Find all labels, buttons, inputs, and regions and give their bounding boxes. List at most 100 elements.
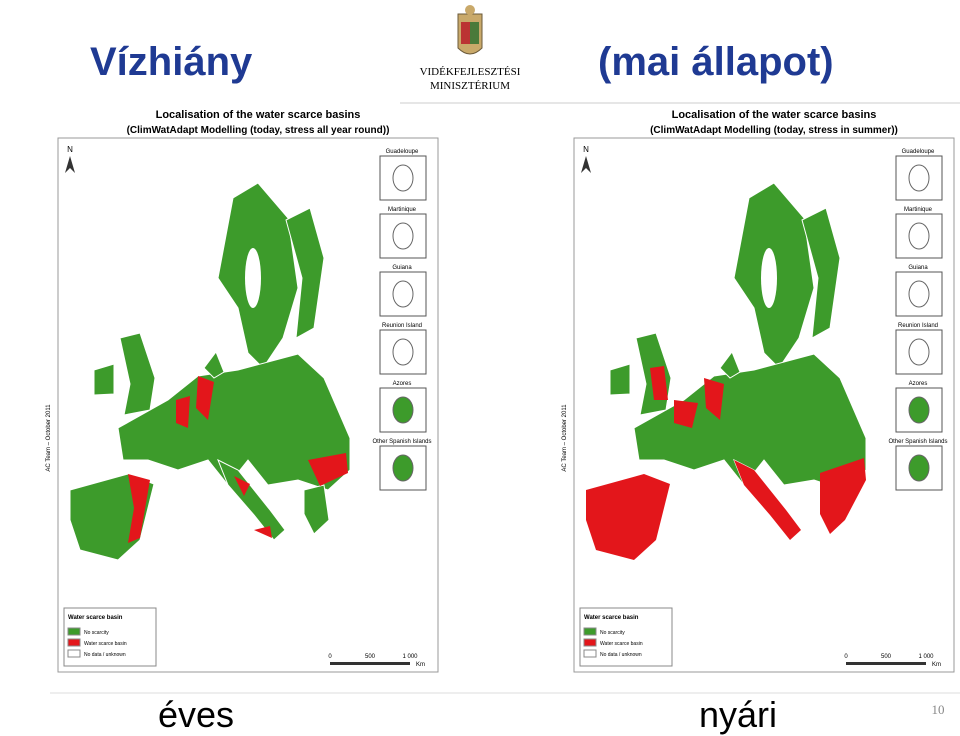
- logo-line2: MINISZTÉRIUM: [430, 80, 510, 92]
- inset-label: Guadeloupe: [902, 149, 935, 155]
- scale-label: 500: [365, 654, 376, 660]
- land: [303, 484, 330, 535]
- legend-title: Water scarce basin: [584, 615, 639, 621]
- scarce-basin: [650, 366, 668, 400]
- inset-label: Martinique: [388, 207, 417, 213]
- legend-swatch: [67, 638, 81, 647]
- legend-swatch: [583, 638, 597, 647]
- inset: [379, 271, 427, 317]
- land: [217, 458, 286, 541]
- legend-title: Water scarce basin: [68, 615, 123, 621]
- legend-item: Water scarce basin: [600, 641, 643, 647]
- scarce-basin: [820, 458, 866, 534]
- inset-shape: [908, 338, 930, 366]
- inset-label: Guiana: [908, 265, 928, 271]
- inset-shape: [908, 280, 930, 308]
- scarce-basin: [254, 526, 272, 538]
- caption: nyári: [699, 694, 777, 735]
- scale-bar: [330, 662, 410, 665]
- inset: [379, 155, 427, 201]
- inset-label: Other Spanish Islands: [888, 439, 947, 445]
- inset: [379, 213, 427, 259]
- inset-shape: [908, 222, 930, 250]
- scale-unit: Km: [416, 662, 425, 668]
- land: [203, 350, 225, 379]
- inset: [895, 329, 943, 375]
- north: N: [67, 145, 73, 154]
- inset-label: Reunion Island: [898, 323, 938, 329]
- scale-label: 1 000: [918, 654, 934, 660]
- map: N AC Team – October 2011 Guadeloupe Martini…: [46, 137, 439, 673]
- scarce-basin: [128, 474, 150, 543]
- north: N: [583, 145, 589, 154]
- legend-item: No scarcity: [600, 630, 625, 636]
- inset: [895, 271, 943, 317]
- inset-label: Guiana: [392, 265, 412, 271]
- scale-bar: [846, 662, 926, 665]
- legend-swatch: [67, 649, 81, 658]
- inset-label: Guadeloupe: [386, 149, 419, 155]
- scale-label: 0: [328, 654, 332, 660]
- inset-shape: [908, 454, 930, 482]
- legend-item: Water scarce basin: [84, 641, 127, 647]
- north-arrow: [65, 156, 75, 173]
- land: [117, 353, 351, 491]
- land: [93, 363, 115, 396]
- inset-label: Other Spanish Islands: [372, 439, 431, 445]
- logo-line1: VIDÉKFEJLESZTÉSI: [420, 66, 521, 78]
- legend-item: No data / unknown: [84, 652, 126, 658]
- north-arrow: [581, 156, 591, 173]
- scarce-basin: [704, 378, 724, 420]
- land: [801, 207, 841, 339]
- inset-label: Azores: [909, 381, 928, 387]
- credit: AC Team – October 2011: [46, 404, 52, 472]
- title-right: (mai állapot): [598, 40, 834, 84]
- legend-item: No data / unknown: [600, 652, 642, 658]
- lake: [761, 248, 777, 308]
- legend-swatch: [583, 649, 597, 658]
- scarce-basin: [308, 453, 348, 486]
- legend: Water scarce basin No scarcity Water scarc…: [579, 607, 673, 667]
- map-subtitle: (ClimWatAdapt Modelling (today, stress a…: [127, 125, 390, 136]
- land: [719, 350, 741, 379]
- scale-label: 0: [844, 654, 848, 660]
- inset-label: Azores: [393, 381, 412, 387]
- scarce-basin: [586, 474, 670, 560]
- inset: [895, 213, 943, 259]
- inset-shape: [908, 164, 930, 192]
- inset: [379, 445, 427, 491]
- inset-shape: [392, 222, 414, 250]
- inset-shape: [392, 454, 414, 482]
- inset-shape: [908, 396, 930, 424]
- legend-box: [579, 607, 673, 667]
- scarce-basin: [234, 476, 250, 496]
- map: N AC Team – October 2011 Guadeloupe Martini…: [562, 137, 955, 673]
- map-title: Localisation of the water scarce basins: [672, 109, 877, 121]
- inset-label: Martinique: [904, 207, 933, 213]
- land: [609, 363, 631, 396]
- lake: [245, 248, 261, 308]
- scale-unit: Km: [932, 662, 941, 668]
- page-number: 10: [932, 702, 945, 717]
- logo: [457, 5, 483, 55]
- scarce-basin: [176, 396, 190, 428]
- caption: éves: [158, 694, 234, 735]
- map-title: Localisation of the water scarce basins: [156, 109, 361, 121]
- title-left: Vízhiány: [90, 40, 253, 84]
- credit: AC Team – October 2011: [562, 404, 568, 472]
- scarce-basin: [734, 460, 801, 540]
- inset: [895, 155, 943, 201]
- map-subtitle: (ClimWatAdapt Modelling (today, stress i…: [650, 125, 898, 136]
- scale-label: 1 000: [402, 654, 418, 660]
- land: [119, 332, 156, 416]
- inset-shape: [392, 338, 414, 366]
- inset: [379, 329, 427, 375]
- legend: Water scarce basin No scarcity Water scarc…: [63, 607, 157, 667]
- inset-shape: [392, 396, 414, 424]
- legend-swatch: [583, 627, 597, 636]
- land: [285, 207, 325, 339]
- inset-shape: [392, 280, 414, 308]
- scarce-basin: [674, 400, 698, 428]
